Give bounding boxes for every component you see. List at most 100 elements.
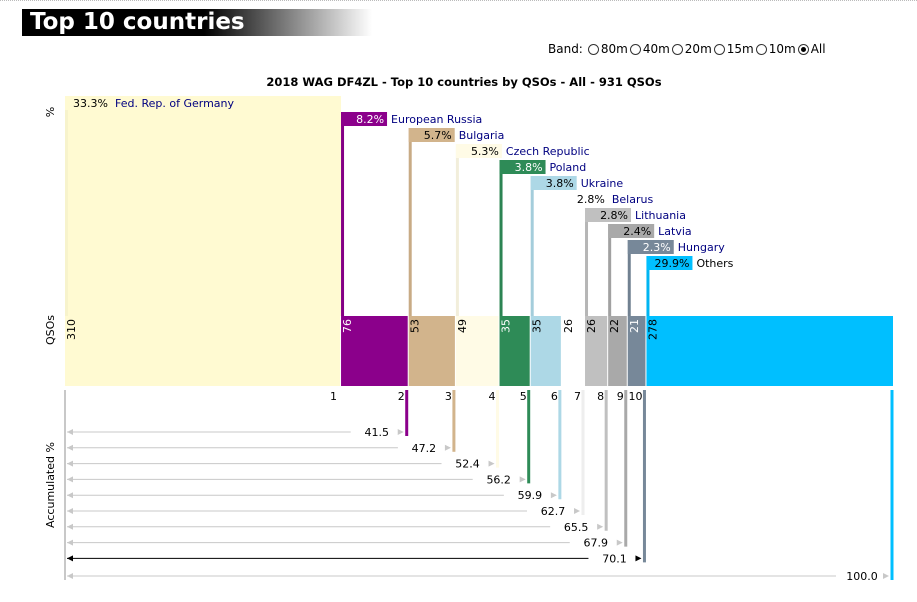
country-stem <box>499 160 503 316</box>
qso-value-label: 310 <box>65 319 78 340</box>
accumulated-value-label: 70.1 <box>602 552 627 565</box>
band-selector: Band: 80m 40m 20m 15m 10m All <box>548 41 826 57</box>
country-stem <box>455 144 459 316</box>
arrow-right-icon <box>883 573 889 579</box>
rank-label: 4 <box>489 390 496 403</box>
rank-label: 6 <box>551 390 558 403</box>
qso-bar <box>530 316 561 386</box>
qso-value-label: 26 <box>585 319 598 333</box>
radio-icon[interactable] <box>713 43 725 55</box>
percent-label-box <box>585 208 632 222</box>
arrow-right-icon <box>397 429 404 435</box>
arrow-left-icon <box>67 460 73 467</box>
arrow-left-icon <box>67 539 73 546</box>
percent-label-box <box>499 160 546 174</box>
arrow-right-icon <box>550 492 557 499</box>
country-name-label: Ukraine <box>581 177 624 190</box>
y-axis-label-accumulated: Accumulated % <box>44 442 57 528</box>
page-header: Top 10 countries <box>22 9 372 36</box>
country-name-label: Latvia <box>658 225 692 238</box>
country-stem <box>65 96 68 316</box>
percent-label: 8.2% <box>356 113 384 126</box>
qso-value-label: 35 <box>531 319 544 333</box>
country-stem <box>562 192 565 316</box>
rank-label: 5 <box>520 390 527 403</box>
arrow-right-icon <box>519 476 526 483</box>
country-name-label: Czech Republic <box>506 145 590 158</box>
band-label: Band: <box>548 42 583 56</box>
qso-bar <box>341 316 408 386</box>
y-axis-label-percent: % <box>44 107 57 117</box>
country-name-label: Hungary <box>678 241 725 254</box>
arrow-left-icon <box>67 523 73 530</box>
qso-value-label: 278 <box>646 319 659 340</box>
percent-label-box <box>530 176 577 190</box>
country-name-label: Others <box>696 257 733 270</box>
band-option-label: 10m <box>768 42 796 56</box>
accumulated-value-label: 47.2 <box>412 442 437 455</box>
band-option-label: 80m <box>600 42 628 56</box>
percent-label-box <box>408 128 455 142</box>
chart-title: 2018 WAG DF4ZL - Top 10 countries by QSO… <box>266 75 661 89</box>
percent-label: 3.8% <box>515 161 543 174</box>
arrow-right-icon <box>574 508 581 514</box>
radio-icon[interactable] <box>797 43 809 55</box>
rank-label: 7 <box>574 390 581 403</box>
qso-value-label: 53 <box>409 319 422 333</box>
percent-label-box <box>65 96 111 110</box>
percent-label-box <box>608 224 655 238</box>
qso-value-label: 26 <box>562 319 575 333</box>
arrow-left-icon <box>67 476 73 483</box>
country-stem <box>585 208 589 316</box>
arrow-left-icon <box>67 573 73 579</box>
percent-label-box <box>341 112 388 126</box>
radio-icon[interactable] <box>671 43 683 55</box>
band-option-40m[interactable]: 40m <box>629 42 670 56</box>
band-option-10m[interactable]: 10m <box>755 42 796 56</box>
radio-icon[interactable] <box>755 43 767 55</box>
accumulated-value-label: 100.0 <box>846 570 878 583</box>
accumulated-value-label: 67.9 <box>584 537 609 550</box>
percent-label: 29.9% <box>655 257 690 270</box>
country-stem <box>530 176 534 316</box>
arrow-right-icon <box>597 523 604 530</box>
country-stem <box>341 112 345 316</box>
qso-bar <box>499 316 530 386</box>
arrow-left-icon <box>67 444 73 451</box>
radio-icon[interactable] <box>587 43 599 55</box>
qso-bar <box>646 316 893 386</box>
y-axis-label-qsos: QSOs <box>44 315 57 345</box>
accumulated-value-label: 52.4 <box>455 458 480 471</box>
band-option-all[interactable]: All <box>797 42 826 56</box>
percent-label: 2.8% <box>600 209 628 222</box>
country-name-label: Poland <box>550 161 587 174</box>
rank-label: 2 <box>398 390 405 403</box>
band-option-15m[interactable]: 15m <box>713 42 754 56</box>
radio-icon[interactable] <box>629 43 641 55</box>
band-option-80m[interactable]: 80m <box>587 42 628 56</box>
percent-label: 5.3% <box>471 145 499 158</box>
arrow-left-icon <box>67 555 73 562</box>
arrow-right-icon <box>616 539 623 546</box>
qso-value-label: 35 <box>500 319 513 333</box>
qso-bar <box>585 316 608 386</box>
arrow-right-icon <box>444 444 451 451</box>
country-name-label: Belarus <box>612 193 654 206</box>
arrow-right-icon <box>488 460 495 467</box>
country-stem <box>608 224 612 316</box>
percent-label: 2.4% <box>623 225 651 238</box>
country-name-label: European Russia <box>391 113 482 126</box>
arrow-right-icon <box>635 555 642 562</box>
band-option-label: All <box>810 42 826 56</box>
percent-label-box <box>646 256 693 270</box>
accumulated-value-label: 56.2 <box>486 473 511 486</box>
qso-bar <box>455 316 499 386</box>
top-divider <box>0 0 917 1</box>
percent-label: 33.3% <box>73 97 108 110</box>
qso-bar <box>627 316 646 386</box>
qso-value-label: 22 <box>608 319 621 333</box>
country-stem <box>627 240 631 316</box>
rank-label: 8 <box>597 390 604 403</box>
band-option-20m[interactable]: 20m <box>671 42 712 56</box>
band-option-label: 15m <box>726 42 754 56</box>
